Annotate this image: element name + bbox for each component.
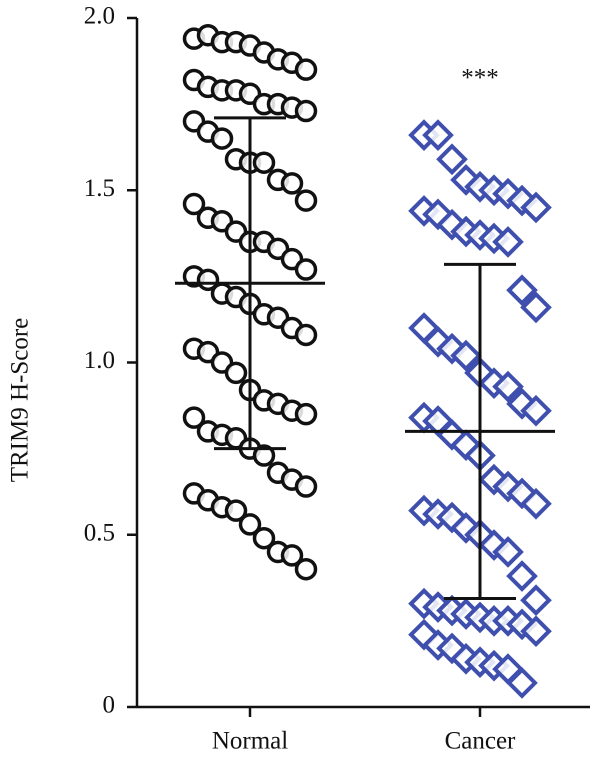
- y-tick-label: 1.5: [84, 175, 115, 202]
- data-point: [252, 444, 276, 467]
- data-point: [294, 99, 318, 123]
- data-point: [520, 191, 552, 224]
- data-point: [520, 615, 552, 648]
- data-point: [436, 143, 468, 176]
- data-point: [294, 475, 318, 498]
- data-point: [450, 339, 482, 372]
- data-point: [238, 513, 262, 536]
- x-tick-label: Cancer: [445, 728, 516, 755]
- y-tick-label: 2.0: [84, 3, 115, 30]
- data-point: [182, 406, 206, 429]
- data-point: [506, 560, 538, 592]
- data-point: [294, 58, 318, 81]
- data-point: [492, 226, 524, 258]
- data-point: [520, 487, 552, 520]
- y-tick-label: 0: [103, 692, 116, 719]
- data-point: [492, 536, 524, 568]
- data-point: [506, 667, 538, 699]
- data-point: [252, 526, 276, 550]
- data-point: [520, 584, 552, 617]
- significance-annotation: ***: [461, 65, 499, 92]
- data-point: [280, 172, 304, 195]
- data-point: [422, 119, 454, 151]
- data-point: [280, 544, 304, 567]
- data-point: [294, 402, 318, 426]
- data-point: [294, 557, 318, 581]
- data-point: [182, 192, 206, 216]
- data-point: [492, 370, 524, 403]
- data-point: [294, 189, 318, 212]
- data-point: [210, 127, 234, 150]
- x-tick-label: Normal: [212, 728, 288, 755]
- data-point: [520, 394, 552, 427]
- y-axis-label: TRIM9 H-Score: [7, 318, 34, 483]
- data-point: [252, 151, 276, 174]
- data-point: [520, 291, 552, 324]
- data-point: [294, 323, 318, 347]
- y-tick-label: 0.5: [84, 519, 115, 546]
- data-point: [224, 361, 248, 385]
- data-point: [506, 274, 538, 306]
- data-point: [224, 499, 248, 522]
- y-tick-label: 1.0: [84, 347, 115, 374]
- data-point: [294, 258, 318, 281]
